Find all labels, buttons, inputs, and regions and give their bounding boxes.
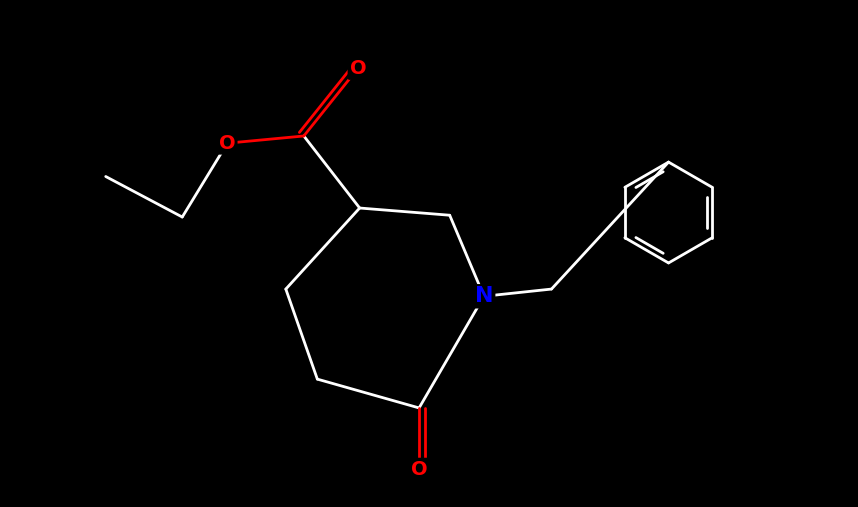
- Text: O: O: [349, 59, 366, 78]
- Text: O: O: [411, 460, 427, 479]
- Text: O: O: [219, 134, 236, 153]
- Text: N: N: [474, 286, 493, 306]
